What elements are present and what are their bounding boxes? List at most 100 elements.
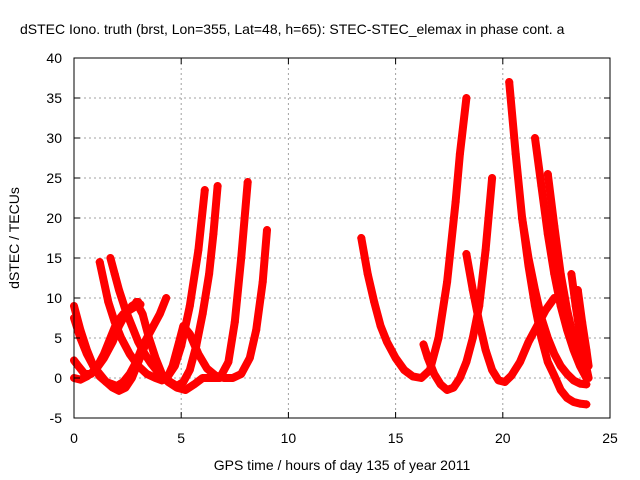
x-axis-label: GPS time / hours of day 135 of year 2011 — [214, 457, 471, 473]
data-point — [573, 286, 582, 294]
series-15 — [543, 170, 591, 378]
data-point — [179, 322, 188, 330]
data-point — [363, 270, 372, 278]
data-point — [198, 310, 207, 318]
data-point — [224, 358, 233, 366]
data-point — [575, 399, 584, 408]
data-point — [127, 322, 136, 330]
chart-title: dSTEC Iono. truth (brst, Lon=355, Lat=48… — [20, 21, 565, 37]
series-13 — [518, 214, 591, 389]
data-point — [443, 278, 452, 286]
data-point — [511, 150, 520, 158]
data-point — [556, 362, 565, 370]
data-point — [400, 366, 409, 374]
data-point — [237, 370, 246, 378]
data-point — [213, 182, 222, 190]
data-point — [185, 302, 194, 310]
data-point — [524, 254, 533, 262]
data-point — [162, 376, 171, 385]
data-point — [194, 246, 203, 254]
y-tick-label: 20 — [46, 210, 62, 226]
data-point — [567, 270, 576, 278]
data-point — [462, 94, 471, 102]
data-point — [168, 362, 177, 370]
data-point — [582, 346, 591, 354]
data-point — [115, 286, 124, 294]
data-point — [151, 354, 160, 362]
data-point — [408, 372, 417, 381]
data-point — [110, 270, 119, 278]
data-point — [515, 358, 524, 366]
series-9 — [357, 94, 471, 382]
axis-ticks — [73, 57, 611, 419]
data-point — [543, 170, 552, 178]
data-point — [151, 374, 160, 382]
x-tick-label: 20 — [495, 430, 511, 446]
data-point — [162, 294, 171, 302]
data-point — [125, 350, 134, 358]
data-point — [175, 338, 184, 346]
data-point — [252, 326, 261, 334]
data-point — [262, 226, 271, 234]
data-point — [434, 334, 443, 342]
data-point — [462, 250, 471, 258]
data-point — [138, 310, 147, 318]
y-tick-label: 10 — [46, 290, 62, 306]
data-point — [550, 222, 559, 230]
data-point — [575, 379, 584, 388]
data-point — [127, 374, 136, 382]
data-point — [190, 380, 199, 389]
data-point — [106, 334, 115, 342]
data-point — [423, 354, 432, 362]
data-point — [419, 340, 428, 349]
series-line — [70, 300, 145, 378]
data-point — [82, 350, 91, 358]
x-tick-label: 25 — [602, 430, 618, 446]
data-point — [142, 370, 151, 378]
y-tick-label: 0 — [54, 370, 62, 386]
data-point — [95, 258, 104, 266]
x-tick-label: 5 — [177, 430, 185, 446]
data-point — [243, 178, 252, 186]
data-point — [550, 350, 559, 358]
data-point — [556, 386, 565, 394]
data-point — [569, 376, 578, 385]
data-point — [475, 318, 484, 326]
data-point — [145, 334, 154, 342]
data-point — [449, 383, 458, 392]
data-point — [181, 386, 190, 394]
data-point — [569, 334, 578, 342]
data-point — [245, 354, 254, 362]
data-point — [563, 394, 572, 402]
y-tick-label: 25 — [46, 170, 62, 186]
data-point — [237, 254, 246, 262]
data-point — [134, 338, 143, 346]
y-tick-label: 35 — [46, 90, 62, 106]
data-point — [376, 322, 385, 330]
data-point — [198, 374, 207, 382]
data-point — [518, 214, 527, 222]
data-point — [110, 318, 119, 326]
data-point — [220, 374, 229, 382]
data-point — [543, 334, 552, 342]
x-tick-label: 10 — [281, 430, 297, 446]
data-point — [430, 370, 439, 378]
data-point — [155, 310, 164, 318]
data-point — [507, 371, 516, 380]
data-point — [172, 383, 181, 392]
data-point — [357, 234, 366, 242]
data-point — [211, 371, 220, 380]
series-line — [132, 178, 252, 394]
data-point — [121, 306, 130, 314]
data-point — [582, 400, 591, 409]
data-point — [100, 278, 109, 286]
y-tick-label: 5 — [54, 330, 62, 346]
data-point — [121, 383, 130, 392]
data-point — [417, 374, 426, 382]
data-point — [200, 186, 209, 194]
data-point — [370, 298, 379, 306]
data-point — [550, 371, 559, 380]
y-tick-label: 30 — [46, 130, 62, 146]
data-point — [537, 182, 546, 190]
data-point — [481, 346, 490, 354]
